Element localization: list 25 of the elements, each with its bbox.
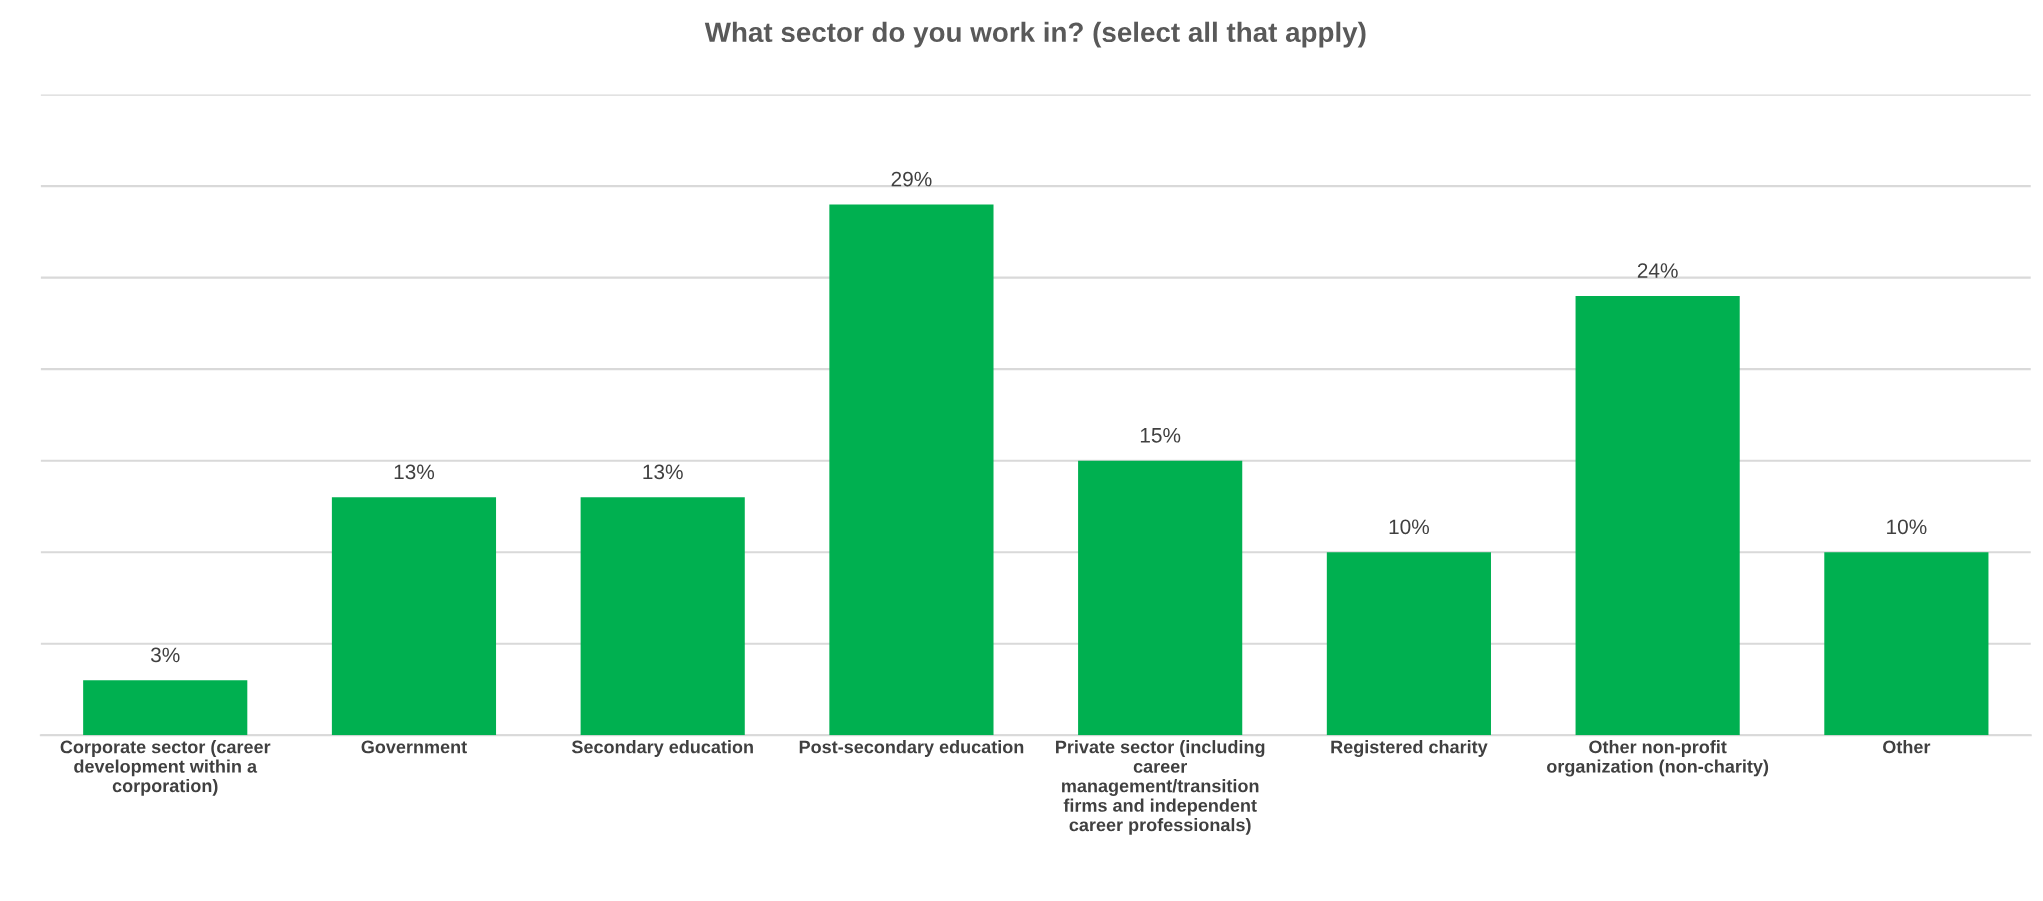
x-tick-label: Registered charity [1331,740,1488,757]
bar [829,204,994,736]
data-label: 13% [394,464,435,480]
x-tick-label: Secondary education [571,740,753,757]
x-tick-label: Other [1883,740,1931,754]
x-tick-label: Other non-profit organization (non-charity) [1547,740,1769,777]
bar [1575,295,1740,736]
data-label: 29% [891,171,932,187]
data-label: 24% [1637,263,1678,278]
data-label: 13% [643,464,683,480]
bar [331,497,497,736]
bar [580,497,745,736]
data-label: 10% [1389,519,1430,535]
bar [1078,460,1243,736]
x-tick-label: Private sector (including career management/transition firms and independent career professionals) [1056,740,1265,835]
bar [1824,552,1989,736]
bar [1326,552,1491,736]
data-label: 15% [1140,428,1181,443]
x-tick-label: Corporate sector (career development within a corporation) [60,740,271,796]
chart-title: What sector do you work in? (select all that apply) [704,21,1366,48]
bar [83,680,248,736]
data-label: 3% [150,647,180,663]
x-tick-label: Post-secondary education [799,740,1024,757]
data-label: 10% [1887,519,1927,535]
x-tick-label: Government [361,740,467,754]
